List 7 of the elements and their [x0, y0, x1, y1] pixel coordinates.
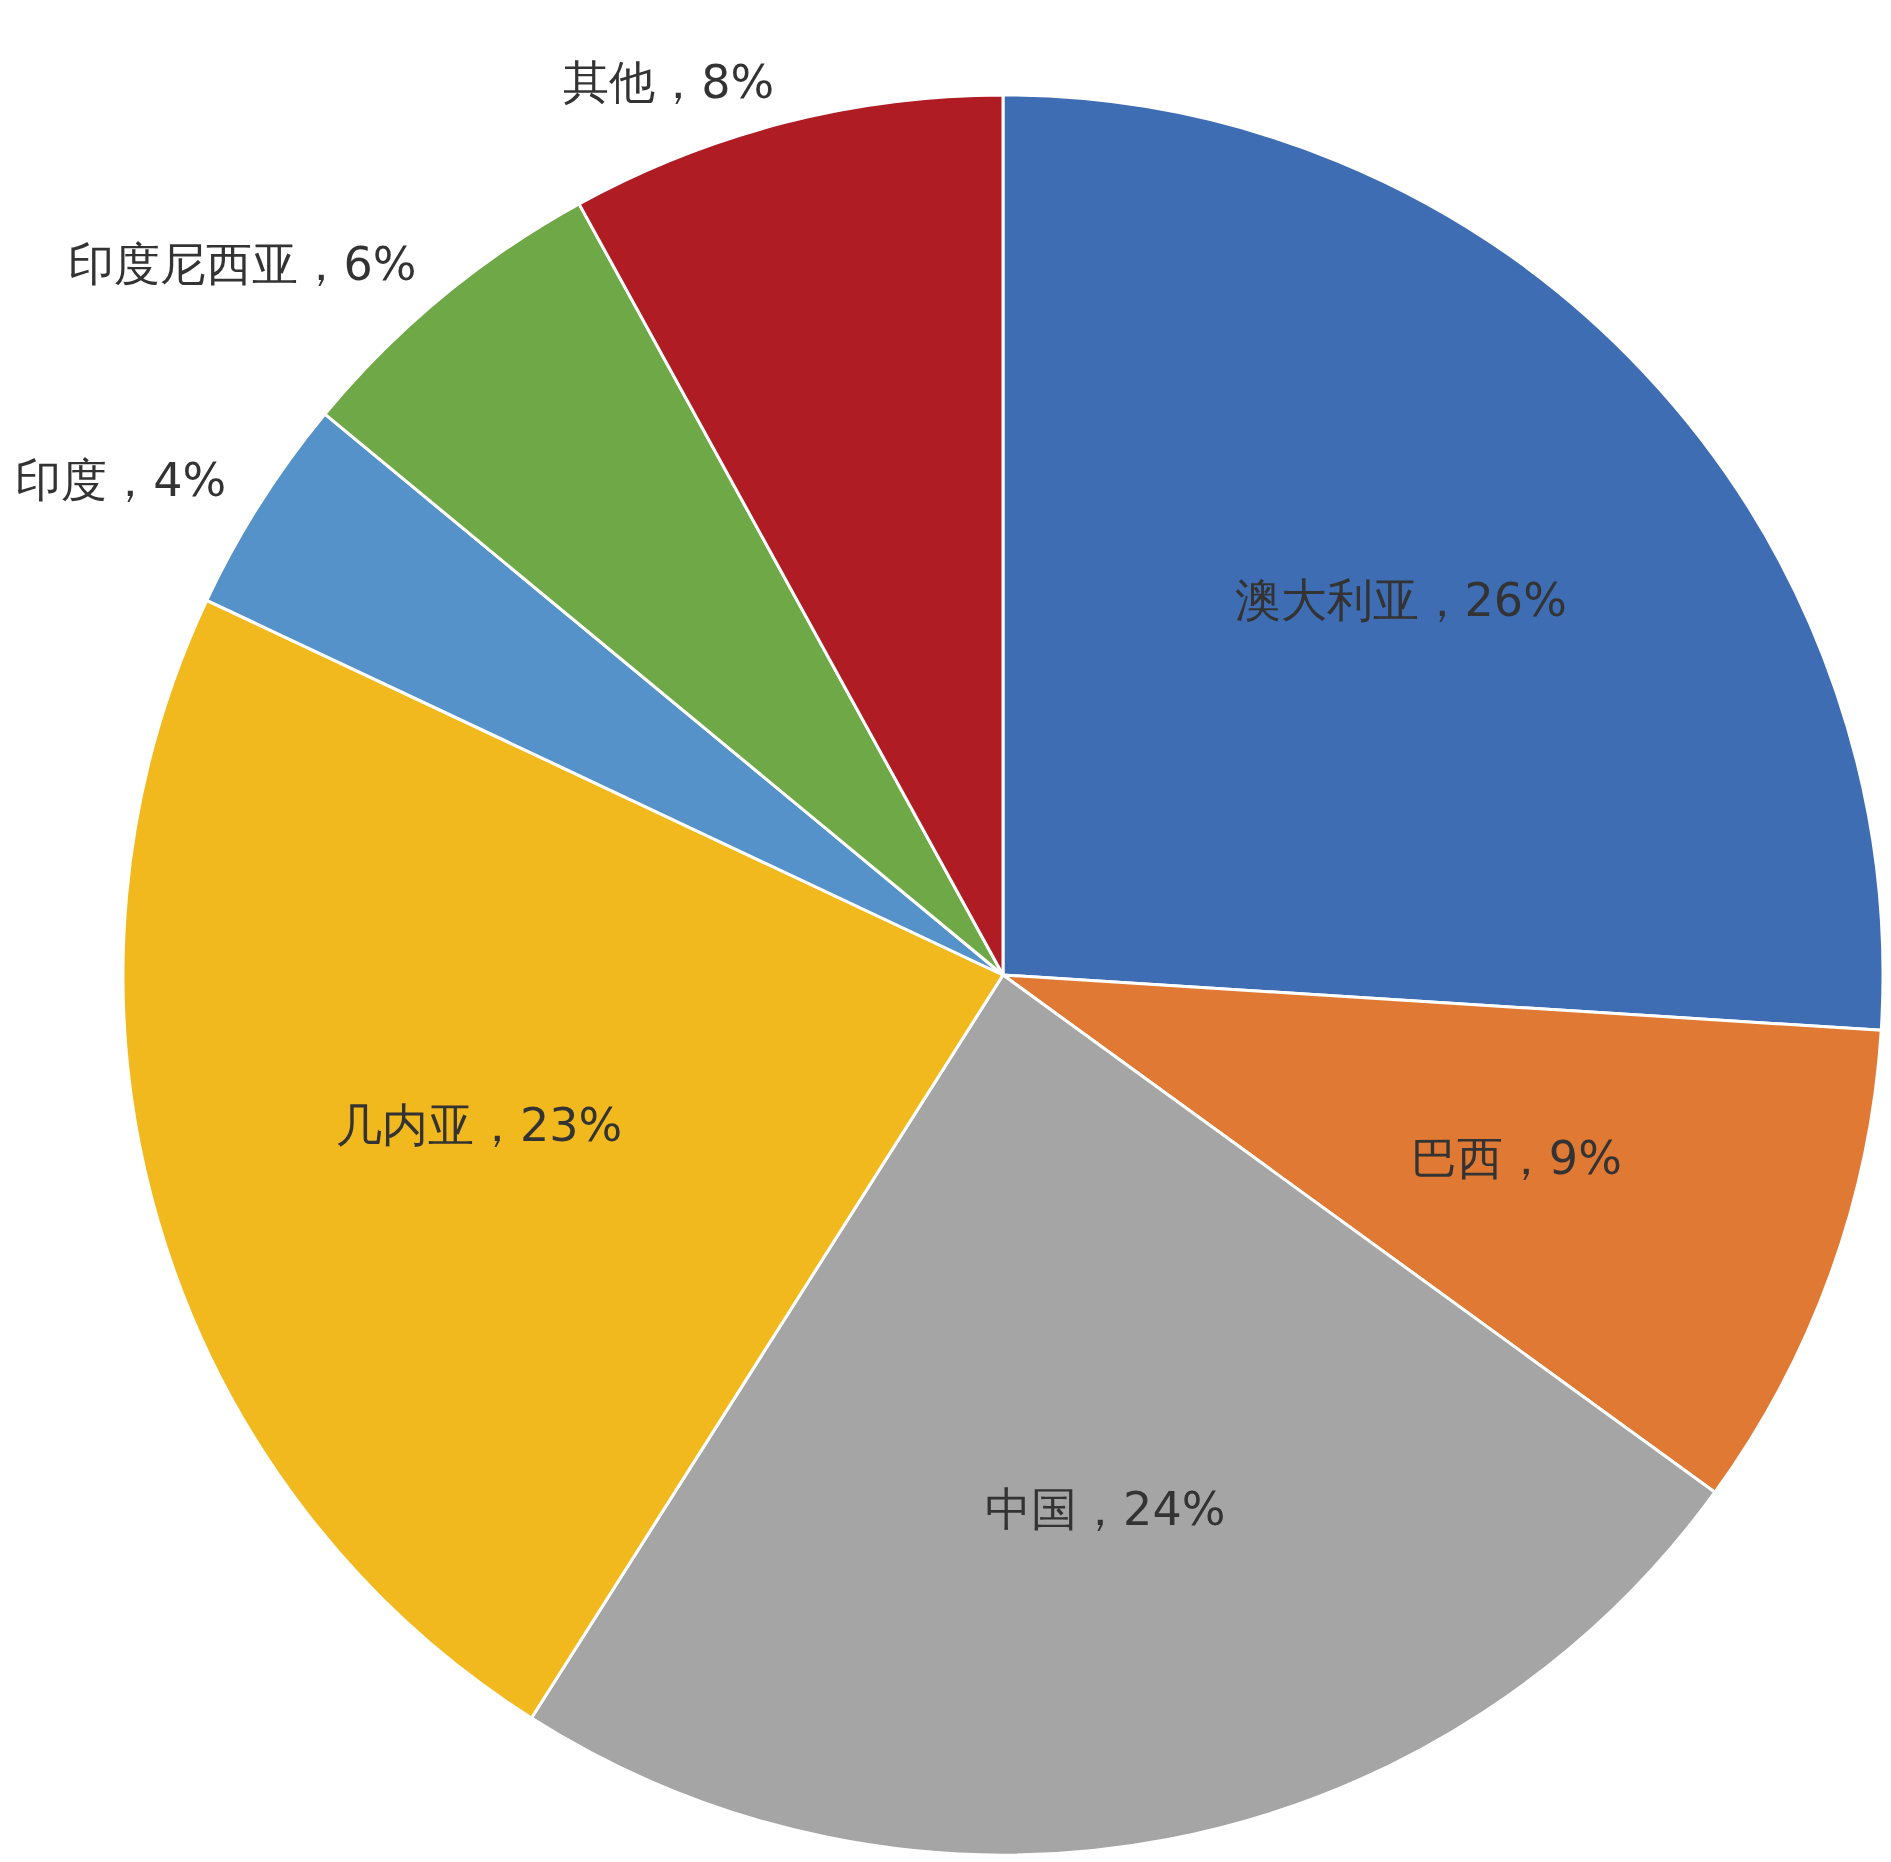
slice-label: 印度，4% [15, 453, 227, 508]
slice-label: 巴西，9% [1410, 1130, 1622, 1185]
slice-label: 其他，8% [563, 54, 775, 109]
slice-label: 澳大利亚，26% [1234, 572, 1567, 627]
slice-label: 几内亚，23% [335, 1098, 623, 1153]
slice-label: 中国，24% [985, 1481, 1226, 1536]
slice-label: 印度尼西亚，6% [67, 237, 417, 292]
